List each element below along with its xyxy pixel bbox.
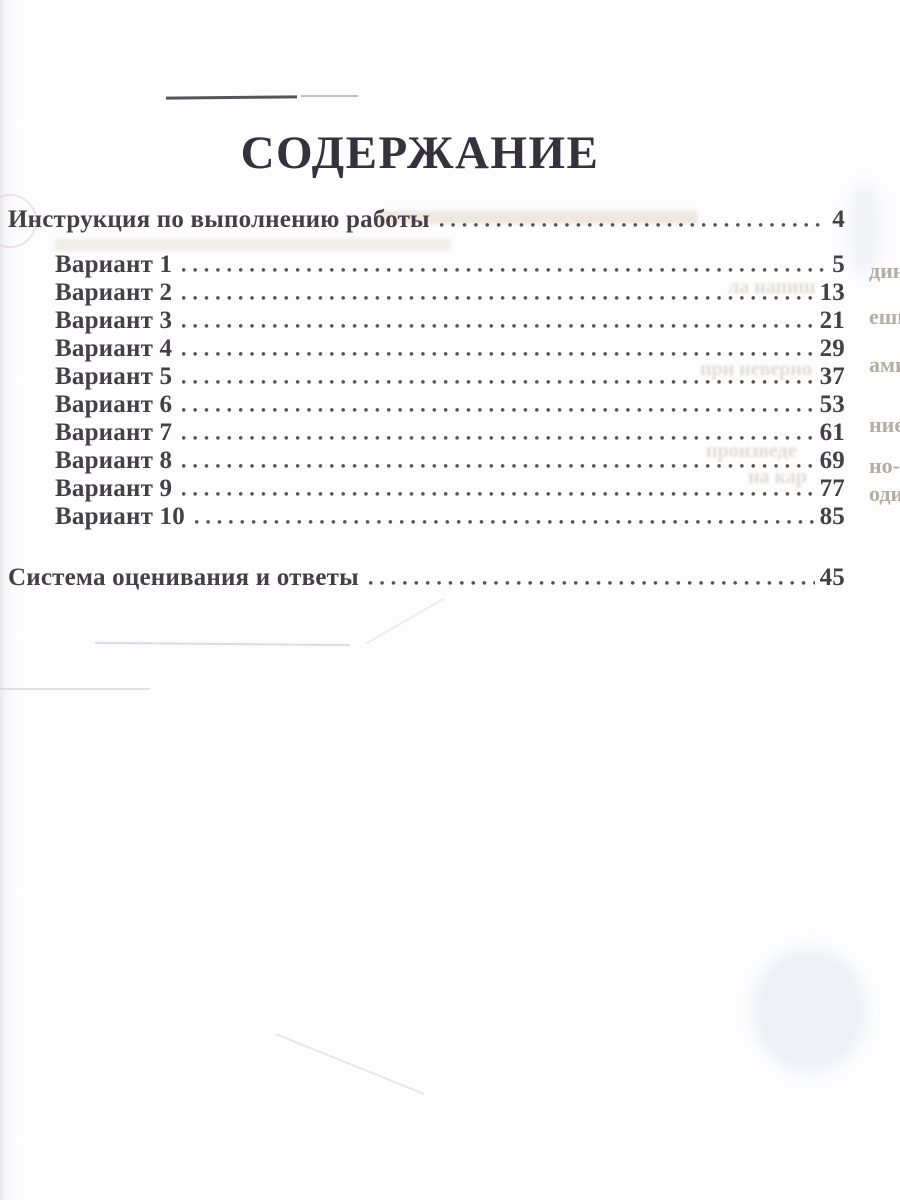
toc-row: Вариант 8 69 (8, 447, 845, 475)
dot-leader (439, 223, 828, 227)
ghost-edge-fragment: ние (869, 412, 900, 437)
toc-entry-label: Вариант 3 (55, 307, 173, 334)
toc-entry-label: Вариант 5 (55, 363, 173, 390)
toc-entry-label: Вариант 7 (55, 419, 173, 446)
toc-row: Вариант 2 13 (8, 279, 845, 307)
toc-row: Вариант 6 53 (8, 391, 845, 419)
toc-row: Вариант 10 85 (8, 503, 845, 531)
dot-leader (182, 324, 815, 328)
ghost-edge-fragment: ами (869, 352, 900, 377)
dot-leader (368, 581, 815, 585)
toc-row: Вариант 1 5 (8, 251, 845, 279)
toc-row: Вариант 7 61 (8, 419, 845, 447)
dot-leader (182, 492, 815, 496)
scan-streak-artifact (848, 182, 882, 277)
table-of-contents: Инструкция по выполнению работы 4 Вариан… (8, 206, 845, 592)
toc-page-number: 45 (819, 564, 845, 591)
dot-leader (182, 296, 815, 300)
toc-row: Вариант 5 37 (8, 363, 845, 391)
dot-leader (194, 520, 815, 524)
toc-entry-label: Вариант 10 (55, 503, 185, 530)
dot-leader (182, 268, 828, 272)
crease-line (275, 1033, 425, 1095)
toc-entry-label: Вариант 8 (55, 447, 173, 474)
toc-row: Вариант 9 77 (8, 475, 845, 503)
toc-page-number: 13 (819, 279, 845, 306)
ghost-edge-fragment: но- (869, 453, 900, 478)
toc-row: Вариант 4 29 (8, 335, 845, 363)
toc-row: Система оценивания и ответы 45 (8, 564, 845, 592)
toc-page-number: 53 (819, 391, 845, 418)
crease-line (94, 641, 351, 646)
ghost-edge-fragment: оди (869, 481, 900, 506)
ghost-edge-fragment: ешь (869, 304, 900, 329)
dot-leader (182, 436, 815, 440)
toc-entry-label: Вариант 4 (55, 335, 173, 362)
toc-page-number: 61 (819, 419, 845, 446)
crease-line (0, 688, 150, 690)
crease-line (365, 597, 445, 644)
toc-page-number: 4 (832, 206, 845, 233)
toc-entry-label: Система оценивания и ответы (8, 564, 359, 591)
toc-entry-label: Вариант 6 (55, 391, 173, 418)
toc-page-number: 5 (832, 251, 845, 278)
page-title: СОДЕРЖАНИЕ (240, 127, 600, 180)
toc-page-number: 37 (819, 363, 845, 390)
toc-page-number: 77 (819, 475, 845, 502)
dot-leader (182, 408, 815, 412)
dot-leader (182, 464, 815, 468)
dot-leader (182, 380, 815, 384)
toc-entry-label: Вариант 9 (55, 475, 173, 502)
toc-page-number: 69 (819, 447, 845, 474)
toc-page-number: 21 (819, 307, 845, 334)
dot-leader (182, 352, 815, 356)
scan-line-artifact-faint (301, 95, 358, 97)
toc-page-number: 85 (819, 503, 845, 530)
toc-entry-label: Вариант 2 (55, 279, 173, 306)
toc-entry-label: Инструкция по выполнению работы (8, 206, 430, 233)
scan-line-artifact (165, 95, 298, 100)
toc-row: Вариант 3 21 (8, 307, 845, 335)
toc-entry-label: Вариант 1 (55, 251, 173, 278)
toc-row: Инструкция по выполнению работы 4 (8, 206, 845, 234)
toc-page-number: 29 (819, 335, 845, 362)
ghost-edge-fragment: дин (869, 258, 900, 283)
scan-blob-artifact (752, 948, 867, 1073)
